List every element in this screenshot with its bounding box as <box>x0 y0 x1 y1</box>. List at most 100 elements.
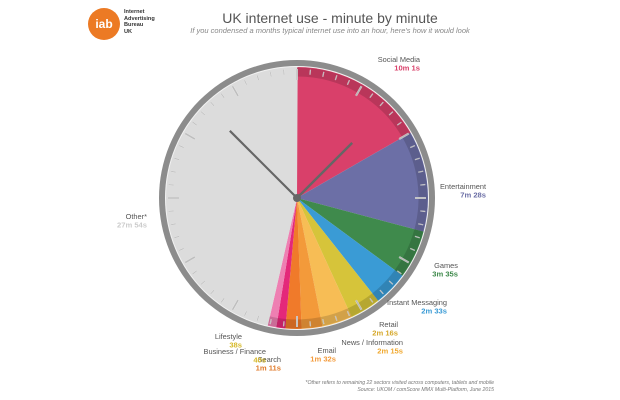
clock-tick <box>309 321 311 327</box>
clock-tick <box>178 248 184 251</box>
label-name-business-finance: Business / Finance <box>204 347 266 356</box>
pie-slice-business-finance <box>276 198 297 329</box>
clock-tick <box>334 75 338 81</box>
clock-tick <box>379 101 384 107</box>
pie-slice-entertainment <box>297 132 429 232</box>
label-name-social-media: Social Media <box>378 55 421 64</box>
clock-tick <box>174 235 180 239</box>
clock-tick <box>322 71 325 77</box>
chart-title: UK internet use - minute by minute <box>222 10 438 26</box>
clock-tick <box>256 75 260 81</box>
clock-tick <box>192 121 197 126</box>
clock-tick <box>418 223 424 226</box>
clock-tick <box>369 298 374 303</box>
label-value-news-information: 2m 15s <box>377 347 403 356</box>
slice-rim-lifestyle <box>267 316 278 327</box>
iab-logo: iab <box>88 8 120 40</box>
label-value-instant-messaging: 2m 33s <box>421 307 447 316</box>
pie-slice-search <box>285 198 302 330</box>
label-name-instant-messaging: Instant Messaging <box>387 298 447 307</box>
chart-subtitle: If you condensed a months typical intern… <box>190 26 470 35</box>
clock-tick <box>256 315 260 321</box>
clock-tick <box>170 170 176 173</box>
clock-tick <box>309 69 311 75</box>
clock-tick <box>397 121 402 126</box>
footnote-block: *Other refers to remaining 22 sectors vi… <box>305 380 494 394</box>
label-name-retail: Retail <box>379 320 398 329</box>
clock-tick <box>283 69 285 75</box>
label-value-entertainment: 7m 28s <box>460 191 486 200</box>
label-name-news-information: News / Information <box>341 338 403 347</box>
clock-tick <box>420 210 426 212</box>
logo-line: Internet <box>124 9 145 15</box>
clock-tick <box>355 85 363 97</box>
clock-tick <box>184 132 196 140</box>
pie-slice-games <box>297 198 424 276</box>
logo-line: Advertising <box>124 15 155 22</box>
clock-tick <box>220 93 225 98</box>
clock-tick <box>420 184 426 186</box>
clock-tick <box>369 93 374 98</box>
slice-rim-games <box>394 229 424 276</box>
pie-slice-instant-messaging <box>297 198 403 301</box>
label-name-search: Search <box>258 355 281 364</box>
label-name-entertainment: Entertainment <box>440 182 486 191</box>
label-value-games: 3m 35s <box>432 270 458 279</box>
label-value-lifestyle: 38s <box>229 341 242 350</box>
clock-tick <box>388 280 394 285</box>
clock-tick <box>170 223 176 226</box>
clock-tick <box>414 235 420 239</box>
clock-tick <box>168 210 174 212</box>
clock-tick <box>397 270 402 275</box>
slice-rim-business-finance <box>276 317 287 328</box>
footnote: *Other refers to remaining 22 sectors vi… <box>305 380 494 386</box>
clock-tick <box>184 256 196 264</box>
label-value-retail: 2m 16s <box>372 329 398 338</box>
label-name-lifestyle: Lifestyle <box>215 332 242 341</box>
clock-tick <box>379 289 384 295</box>
clock-tick <box>231 299 239 311</box>
slice-rim-instant-messaging <box>372 270 403 301</box>
label-name-email: Email <box>318 346 337 355</box>
clock-tick <box>334 315 338 321</box>
clock-tick <box>269 319 272 325</box>
clock-tick <box>398 256 410 264</box>
clock-tick <box>283 321 285 327</box>
clock-tick <box>398 132 410 140</box>
label-value-email: 1m 32s <box>310 355 336 364</box>
slice-rim-email <box>301 317 323 329</box>
logo-line: UK <box>124 28 133 35</box>
clock-tick <box>174 157 180 161</box>
clock-tick <box>355 299 363 311</box>
pie-slice-news-information <box>297 198 352 327</box>
slice-rim-retail <box>347 293 378 317</box>
label-value-social-media: 10m 1s <box>394 64 420 73</box>
iab-logo-text: Internet Advertising Bureau UK <box>124 9 184 35</box>
clock-tick <box>244 311 247 317</box>
source-note: Source: UKOM / comScore MMX Multi-Platfo… <box>357 387 494 393</box>
pie-slice-lifestyle <box>267 198 297 328</box>
clock-tick <box>192 270 197 275</box>
clock-tick <box>269 71 272 77</box>
clock-tick <box>210 101 215 107</box>
pie-slice-retail <box>297 198 379 318</box>
label-value-business-finance: 40s <box>253 356 266 365</box>
clock-tick <box>410 248 416 251</box>
minute-hand <box>296 141 354 199</box>
clock-tick <box>220 298 225 303</box>
clock-tick <box>388 111 394 116</box>
logo-line: Bureau <box>124 22 144 29</box>
clock-tick <box>200 280 206 285</box>
label-name-other: Other* <box>126 212 147 221</box>
clock-tick <box>178 145 184 148</box>
hour-hand <box>229 130 298 199</box>
clock-tick <box>210 289 215 295</box>
slice-rim-entertainment <box>402 132 428 232</box>
clock-tick <box>231 85 239 97</box>
clock-tick <box>244 79 247 85</box>
clock-tick <box>410 145 416 148</box>
clock-tick <box>347 311 350 317</box>
clock-tick <box>200 111 206 116</box>
